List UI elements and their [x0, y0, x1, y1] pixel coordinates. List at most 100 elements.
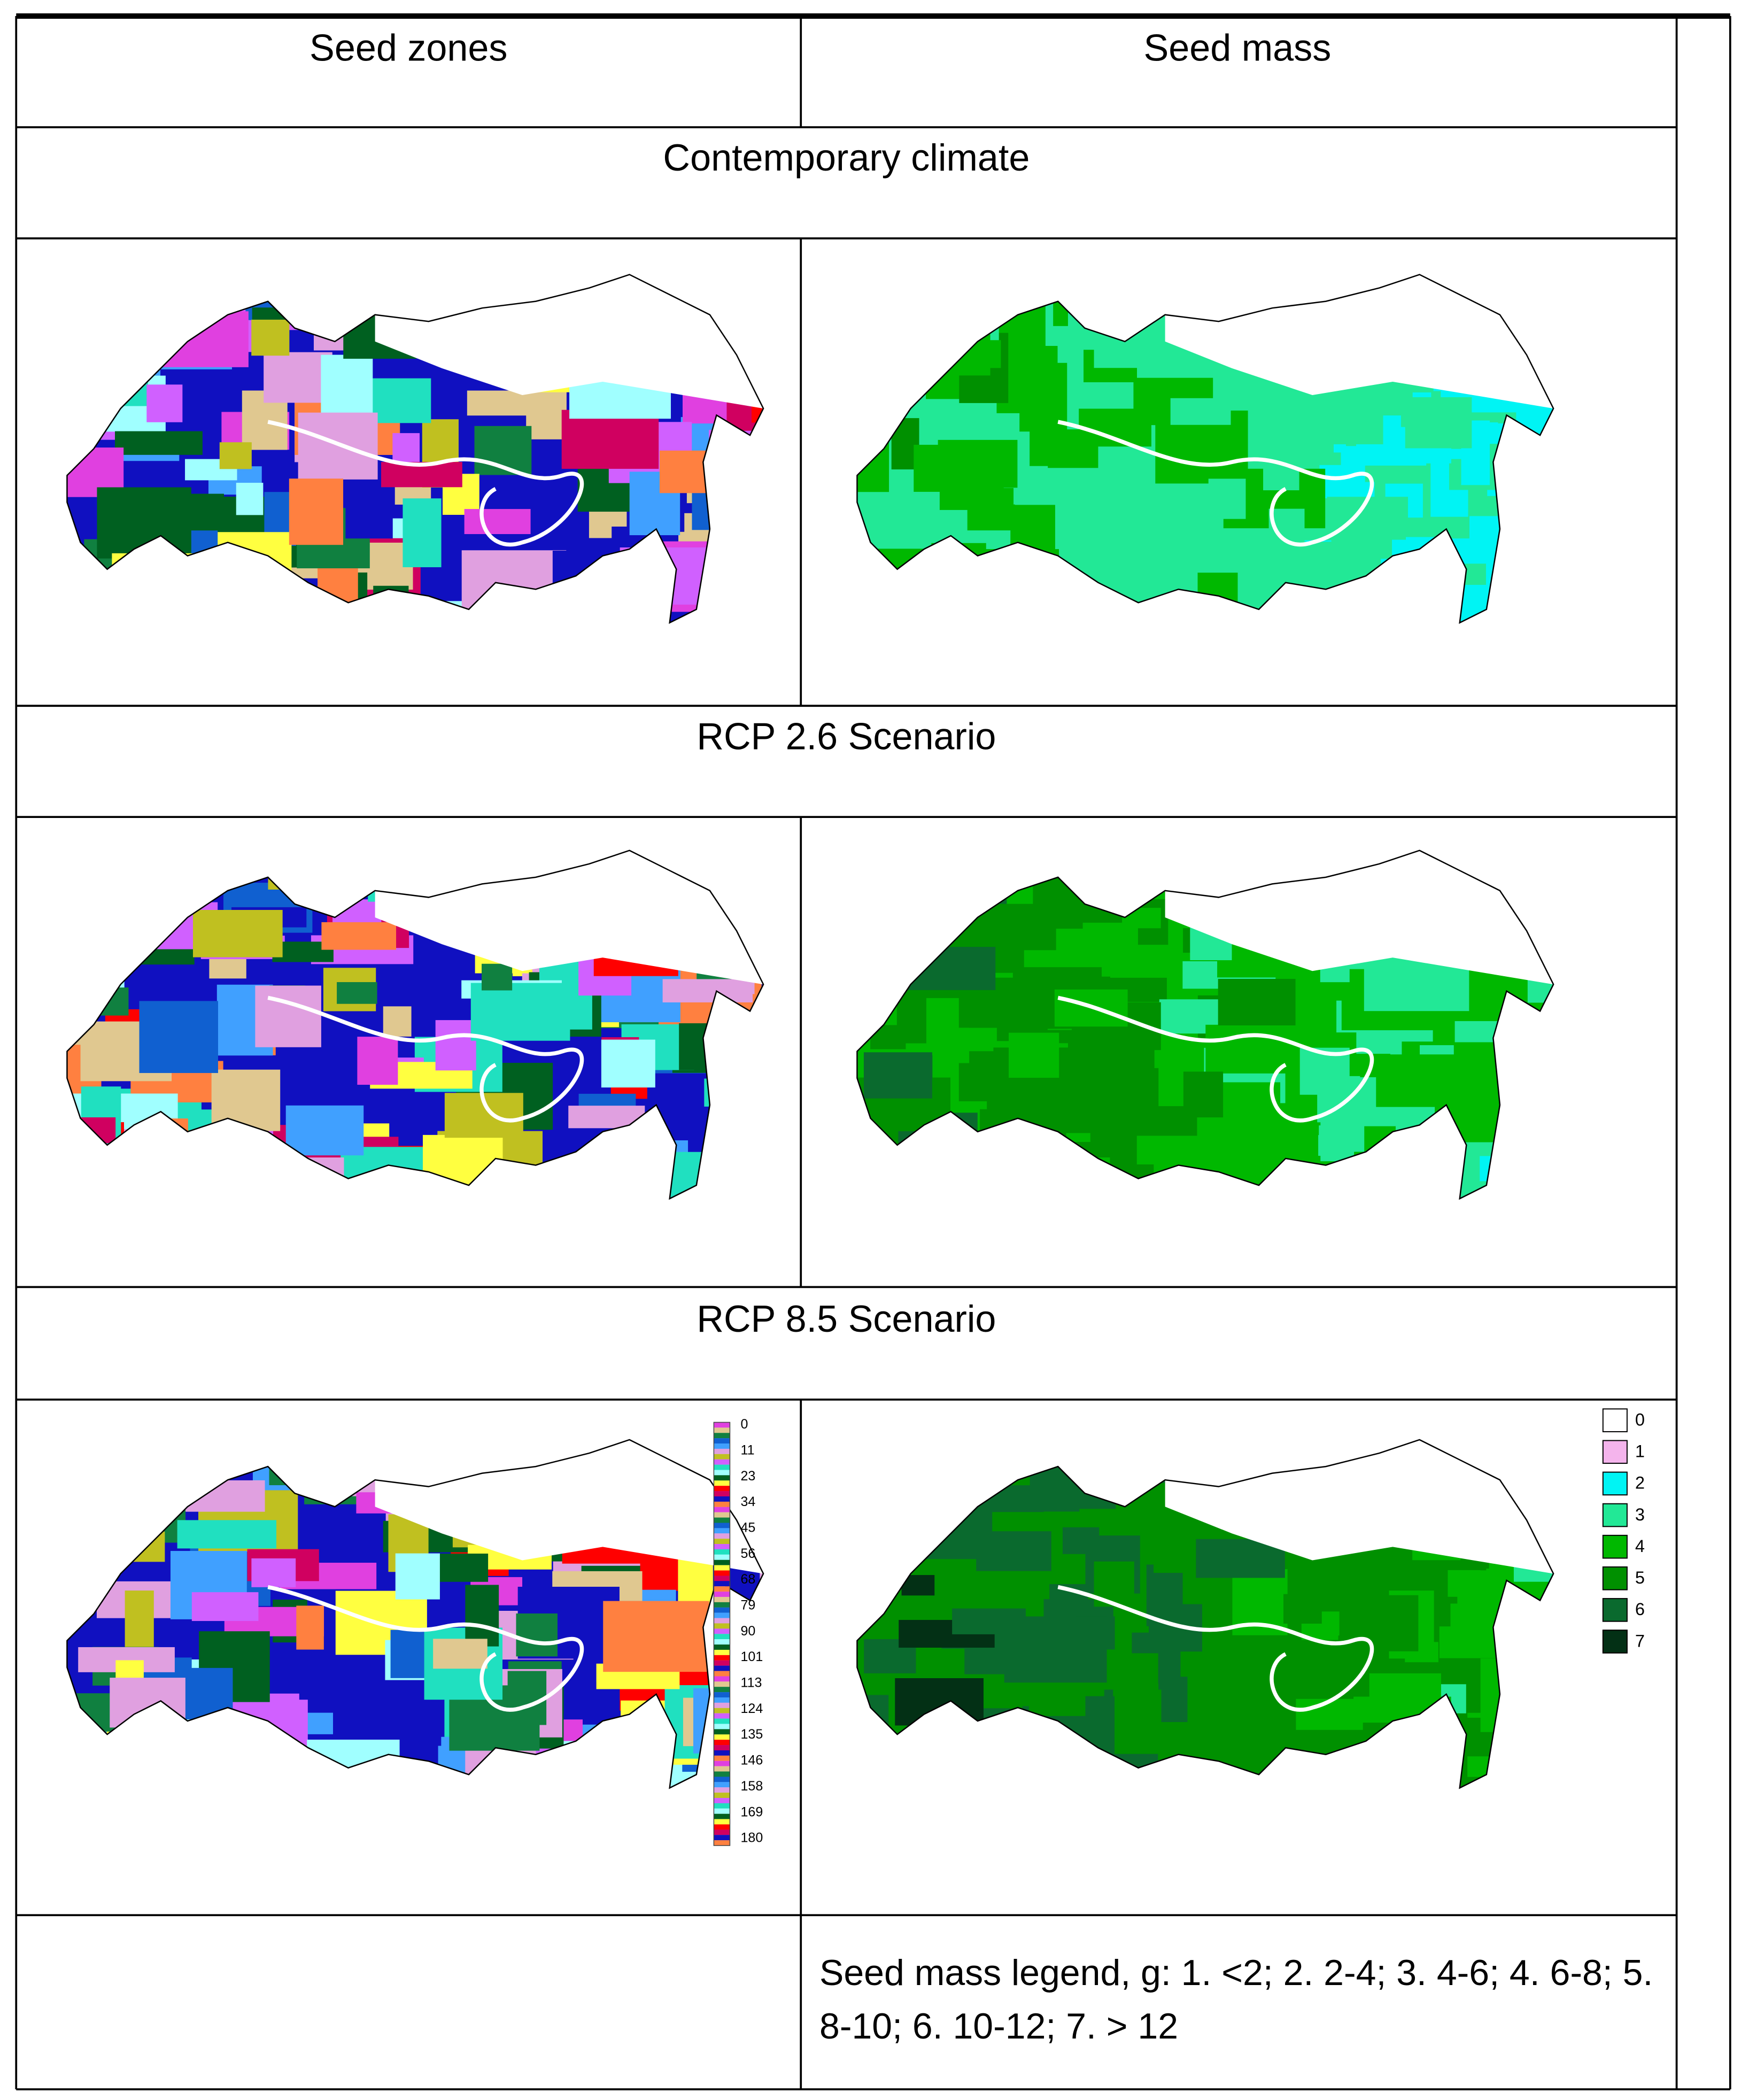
map-patch	[857, 1523, 890, 1545]
legend-label: 34	[741, 1494, 756, 1509]
legend-stripe	[714, 1740, 730, 1746]
map-patch	[760, 1546, 764, 1615]
map-patch	[1036, 1206, 1138, 1235]
map-patch	[885, 1452, 940, 1487]
map-patch	[1367, 1777, 1410, 1788]
legend-swatch	[1602, 1598, 1628, 1622]
map-patch	[319, 600, 402, 623]
map-patch	[931, 543, 986, 565]
map-patch	[966, 1168, 1039, 1199]
map-patch	[1507, 453, 1554, 515]
legend-label: 1	[1635, 1442, 1645, 1461]
legend-stripe	[714, 1645, 730, 1650]
map-patch	[939, 488, 1014, 510]
legend-stripe	[714, 1618, 730, 1624]
legend-swatch	[1602, 1440, 1628, 1464]
map-patch	[292, 850, 398, 889]
map-patch	[1190, 1187, 1265, 1199]
map-patch	[1050, 1795, 1122, 1838]
map-patch	[470, 983, 570, 1041]
map-patch	[709, 430, 764, 474]
map-patch	[1526, 1105, 1554, 1140]
legend-swatch	[1602, 1630, 1628, 1654]
map-patch	[244, 1164, 313, 1195]
map-patch	[296, 1605, 324, 1650]
map-patch	[648, 1712, 679, 1743]
legend-label: 101	[741, 1649, 763, 1664]
range-line	[1057, 995, 1374, 1123]
map-patch	[1355, 1595, 1419, 1651]
map-patch	[428, 1202, 460, 1239]
map-patch	[251, 319, 290, 356]
map-patch	[1544, 541, 1554, 599]
map-patch	[857, 955, 876, 1022]
map-patch	[1101, 1164, 1199, 1199]
map-patch	[966, 1756, 1031, 1788]
map-patch	[1080, 608, 1112, 623]
map-patch	[857, 1512, 897, 1543]
map-patch	[278, 1439, 365, 1475]
legend-stripe	[714, 1649, 730, 1655]
map-patch	[117, 1201, 203, 1232]
legend-stripe	[714, 1549, 730, 1555]
map-patch	[1209, 626, 1258, 652]
legend-label: 90	[741, 1624, 756, 1639]
map-patch	[1454, 1021, 1500, 1043]
map-patch	[251, 1558, 296, 1587]
map-patch	[117, 1781, 146, 1788]
legend-stripe	[714, 1470, 730, 1476]
map-patch	[719, 1141, 764, 1175]
map-patch	[857, 441, 889, 492]
map-patch	[1480, 1658, 1552, 1732]
map-patch	[1515, 1786, 1554, 1788]
map-patch	[881, 344, 921, 392]
map-patch	[1063, 1157, 1110, 1186]
map-patch	[105, 279, 166, 336]
map-patch	[369, 850, 437, 876]
map-patch	[857, 274, 963, 322]
map-patch	[78, 1491, 186, 1543]
map-fill	[67, 274, 764, 623]
map-patch	[870, 1458, 917, 1509]
map-patch	[860, 884, 942, 941]
map-patch	[1534, 1045, 1554, 1111]
map-patch	[412, 274, 470, 305]
map-patch	[1453, 1190, 1499, 1199]
map-patch	[553, 622, 629, 623]
map-patch	[876, 1158, 982, 1199]
map-patch	[431, 281, 495, 310]
map-patch	[866, 1748, 917, 1788]
map-patch	[1337, 554, 1381, 623]
legend-stripe	[714, 1803, 730, 1809]
map-patch	[183, 1130, 229, 1199]
map-patch	[68, 909, 163, 932]
map-patch	[1115, 1689, 1162, 1754]
map-patch	[256, 617, 331, 623]
map-patch	[361, 619, 404, 623]
map-patch	[88, 1208, 115, 1241]
map-fill	[857, 274, 1554, 690]
legend-stripe	[714, 1761, 730, 1766]
legend-stripe	[714, 1459, 730, 1465]
map-patch	[901, 1575, 935, 1596]
legend-stripe	[714, 1840, 730, 1846]
legend-stripe	[714, 1480, 730, 1486]
map-patch	[1026, 1724, 1076, 1761]
map-patch	[1405, 537, 1436, 592]
map-patch	[1170, 398, 1231, 425]
map-patch	[1547, 421, 1554, 473]
map-patch	[1135, 1439, 1220, 1483]
map-patch	[403, 498, 442, 567]
map-outline	[856, 1439, 1554, 1789]
map-patch	[748, 274, 764, 318]
map-patch	[159, 274, 236, 287]
map-patch	[561, 410, 659, 469]
map-patch	[1156, 632, 1195, 690]
map-patch	[507, 1671, 547, 1725]
map-patch	[1376, 1054, 1479, 1107]
legend-stripe	[714, 1777, 730, 1782]
map-patch	[1074, 1796, 1106, 1870]
map-patch	[1419, 1717, 1526, 1757]
legend-stripe	[714, 1793, 730, 1798]
